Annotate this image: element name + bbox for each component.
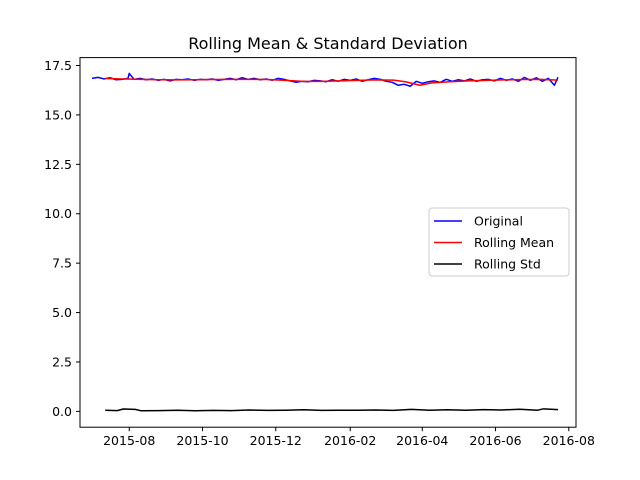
x-tick-label: 2015-12 — [250, 433, 302, 448]
y-tick-label: 2.5 — [52, 354, 72, 369]
legend-label: Rolling Std — [474, 257, 541, 272]
y-tick-label: 12.5 — [44, 157, 72, 172]
y-tick-label: 5.0 — [52, 305, 72, 320]
axes-frame — [79, 57, 577, 428]
series-line-rolling-std — [105, 408, 559, 412]
legend-label: Original — [474, 214, 523, 229]
x-tick-label: 2016-02 — [324, 433, 376, 448]
y-tick-label: 17.5 — [44, 58, 72, 73]
series-line-rolling-mean — [105, 77, 559, 87]
y-tick-label: 0.0 — [52, 404, 72, 419]
x-tick-label: 2016-08 — [543, 433, 595, 448]
legend-box — [428, 207, 570, 277]
y-tick-label: 7.5 — [52, 256, 72, 271]
chart-title: Rolling Mean & Standard Deviation — [188, 34, 468, 53]
y-tick-label: 15.0 — [44, 107, 72, 122]
x-tick-label: 2016-06 — [469, 433, 521, 448]
y-axis: 0.0 2.5 5.0 7.5 10.0 12.5 15.0 17.5 — [44, 58, 80, 419]
plot-series — [91, 72, 559, 412]
y-tick-label: 10.0 — [44, 206, 72, 221]
x-tick-label: 2015-08 — [103, 433, 155, 448]
x-axis: 2015-08 2015-10 2015-12 2016-02 2016-04 2016-… — [103, 427, 595, 448]
x-tick-label: 2015-10 — [176, 433, 228, 448]
legend-label: Rolling Mean — [474, 235, 554, 250]
x-tick-label: 2016-04 — [396, 433, 448, 448]
legend: Original Rolling Mean Rolling Std — [428, 207, 570, 277]
